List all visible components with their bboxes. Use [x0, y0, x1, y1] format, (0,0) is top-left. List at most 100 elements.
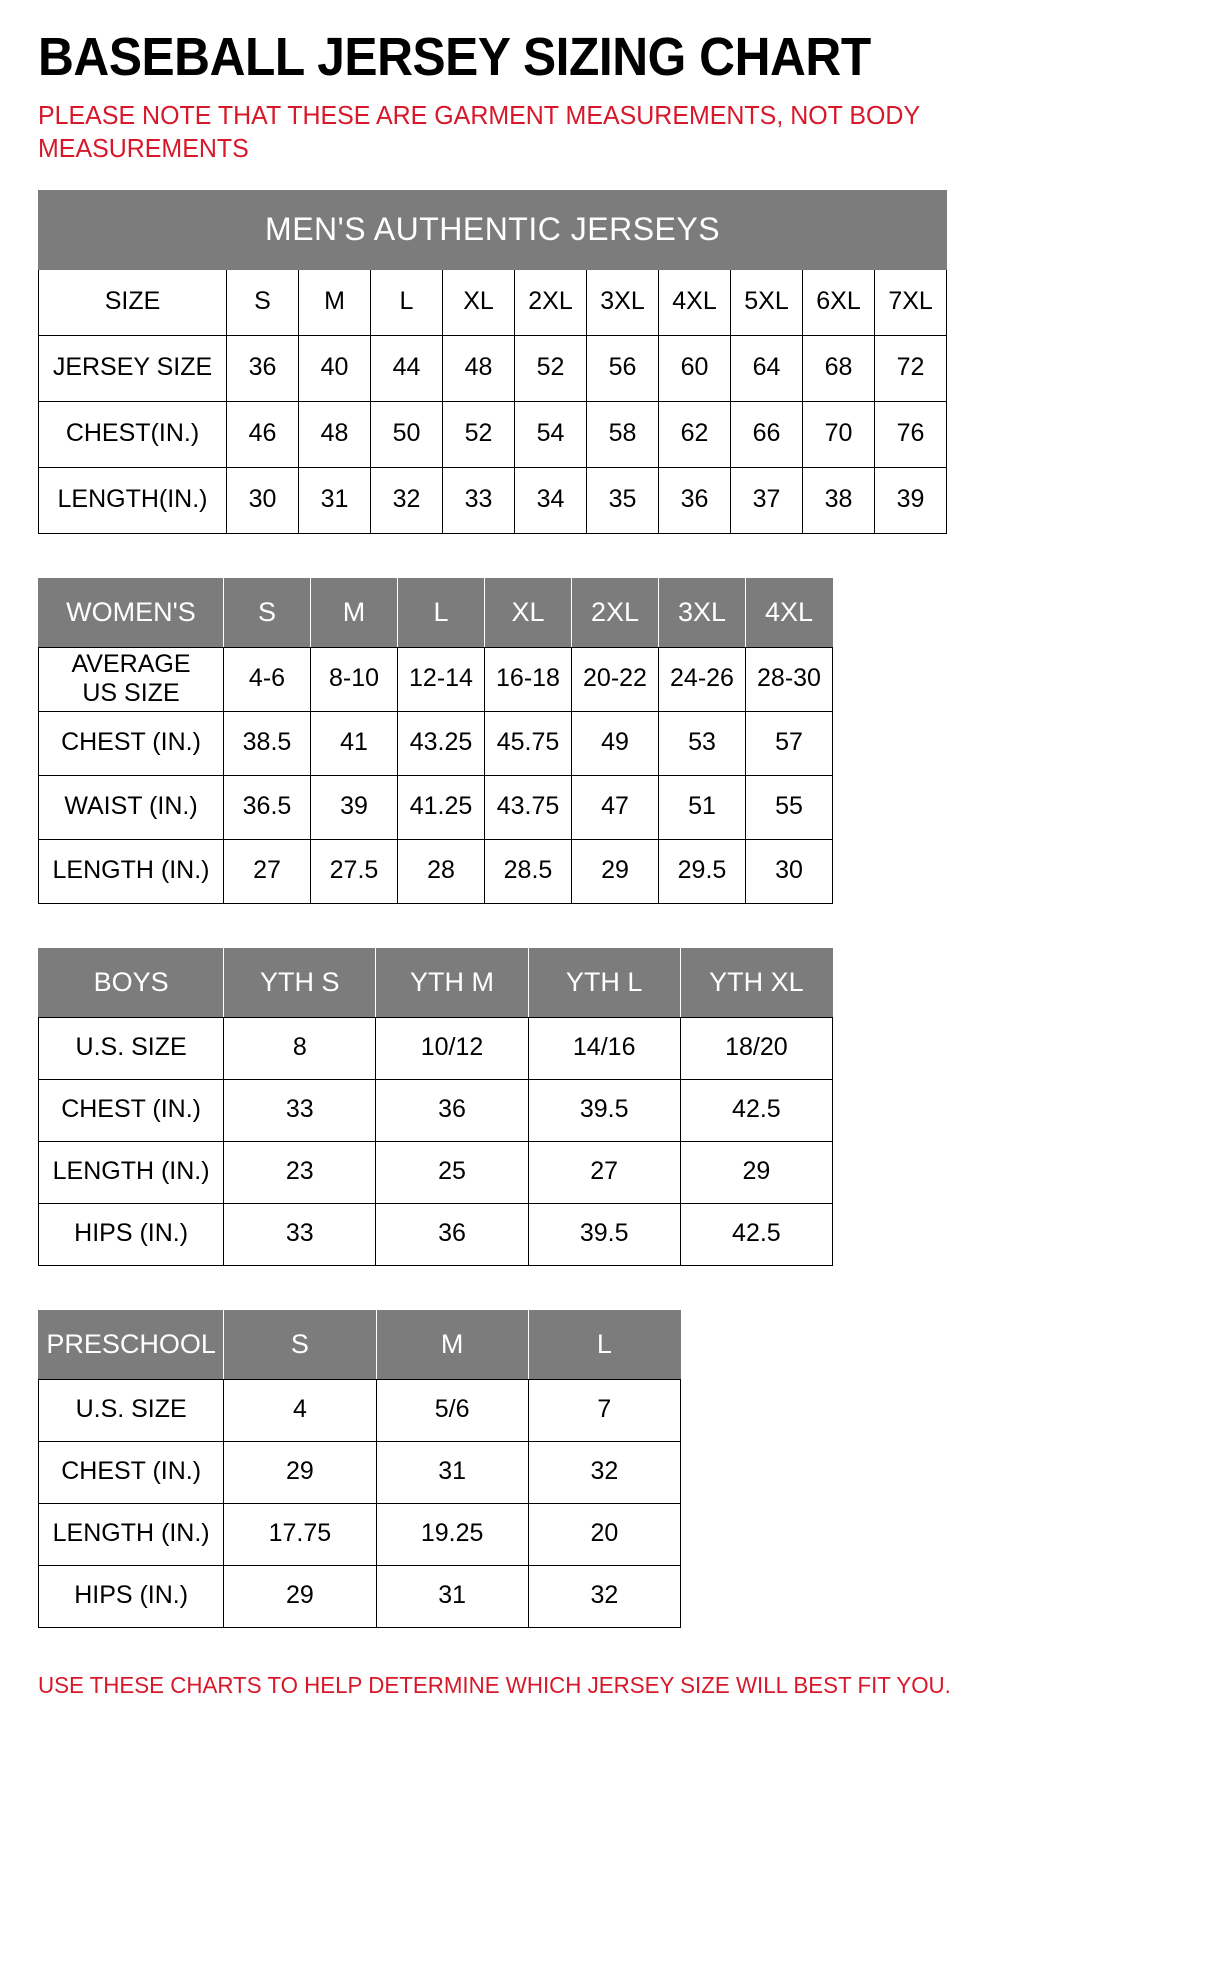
- boys-header-yth-s: YTH S: [223, 947, 377, 1018]
- preschool-header-row: PRESCHOOL S M L: [37, 1309, 682, 1380]
- table-row: LENGTH (IN.) 17.75 19.25 20: [37, 1502, 682, 1566]
- cell: 23: [223, 1140, 377, 1204]
- table-row: LENGTH(IN.) 30 31 32 33 34 35 36 37 38 3…: [38, 466, 948, 534]
- table-row: U.S. SIZE 8 10/12 14/16 18/20: [37, 1016, 834, 1080]
- cell: 43.25: [397, 710, 485, 776]
- cell: 39.5: [527, 1078, 681, 1142]
- womens-row-label-chest: CHEST (IN.): [38, 710, 224, 776]
- preschool-row-label-hips: HIPS (IN.): [37, 1564, 225, 1628]
- cell: 76: [873, 400, 948, 468]
- mens-header-4xl: 4XL: [658, 268, 731, 336]
- cell: 46: [226, 400, 299, 468]
- womens-header-title: WOMEN'S: [38, 577, 224, 648]
- table-row: LENGTH (IN.) 23 25 27 29: [37, 1140, 834, 1204]
- cell: 36.5: [223, 774, 311, 840]
- boys-header-yth-xl: YTH XL: [679, 947, 834, 1018]
- cell: 17.75: [223, 1502, 377, 1566]
- cell: 31: [375, 1440, 529, 1504]
- womens-header-2xl: 2XL: [571, 577, 659, 648]
- mens-header-3xl: 3XL: [586, 268, 659, 336]
- cell: 16-18: [484, 646, 572, 712]
- mens-header-6xl: 6XL: [802, 268, 875, 336]
- mens-table-banner-row: MEN'S AUTHENTIC JERSEYS: [37, 189, 948, 270]
- womens-header-4xl: 4XL: [745, 577, 833, 648]
- cell: 29: [223, 1564, 377, 1628]
- boys-row-label-hips: HIPS (IN.): [37, 1202, 225, 1266]
- cell: 36: [375, 1078, 529, 1142]
- womens-header-3xl: 3XL: [658, 577, 746, 648]
- boys-header-title: BOYS: [37, 947, 225, 1018]
- womens-header-s: S: [223, 577, 311, 648]
- cell: 33: [223, 1078, 377, 1142]
- cell: 57: [745, 710, 833, 776]
- preschool-row-label-length: LENGTH (IN.): [37, 1502, 225, 1566]
- cell: 58: [586, 400, 659, 468]
- cell: 66: [730, 400, 803, 468]
- cell: 10/12: [375, 1016, 529, 1080]
- mens-table-banner: MEN'S AUTHENTIC JERSEYS: [37, 189, 948, 270]
- boys-header-yth-l: YTH L: [527, 947, 681, 1018]
- footer-note: USE THESE CHARTS TO HELP DETERMINE WHICH…: [38, 1671, 951, 1698]
- cell: 52: [442, 400, 515, 468]
- cell: 31: [298, 466, 371, 534]
- cell: 45.75: [484, 710, 572, 776]
- table-row: CHEST (IN.) 33 36 39.5 42.5: [37, 1078, 834, 1142]
- cell: 54: [514, 400, 587, 468]
- table-row: HIPS (IN.) 29 31 32: [37, 1564, 682, 1628]
- mens-header-7xl: 7XL: [873, 268, 948, 336]
- cell: 38: [802, 466, 875, 534]
- preschool-header-s: S: [223, 1309, 377, 1380]
- cell: 48: [298, 400, 371, 468]
- cell: 68: [802, 334, 875, 402]
- cell: 70: [802, 400, 875, 468]
- preschool-row-label-chest: CHEST (IN.): [37, 1440, 225, 1504]
- womens-row-label-average-us-size: AVERAGE US SIZE: [38, 646, 224, 712]
- cell: 32: [527, 1564, 682, 1628]
- cell: 36: [658, 466, 731, 534]
- cell: 7: [527, 1378, 682, 1442]
- table-row: AVERAGE US SIZE 4-6 8-10 12-14 16-18 20-…: [38, 646, 833, 712]
- table-row: CHEST (IN.) 29 31 32: [37, 1440, 682, 1504]
- cell: 40: [298, 334, 371, 402]
- cell: 28: [397, 838, 485, 904]
- cell: 39: [873, 466, 948, 534]
- mens-header-row: SIZE S M L XL 2XL 3XL 4XL 5XL 6XL 7XL: [38, 268, 948, 336]
- cell: 34: [514, 466, 587, 534]
- cell: 52: [514, 334, 587, 402]
- cell: 64: [730, 334, 803, 402]
- cell: 12-14: [397, 646, 485, 712]
- preschool-row-label-us-size: U.S. SIZE: [37, 1378, 225, 1442]
- cell: 62: [658, 400, 731, 468]
- table-row: HIPS (IN.) 33 36 39.5 42.5: [37, 1202, 834, 1266]
- boys-row-label-chest: CHEST (IN.): [37, 1078, 225, 1142]
- mens-sizing-table: MEN'S AUTHENTIC JERSEYS SIZE S M L XL 2X…: [37, 189, 948, 534]
- preschool-header-title: PRESCHOOL: [37, 1309, 225, 1380]
- cell: 51: [658, 774, 746, 840]
- cell: 20: [527, 1502, 682, 1566]
- table-row: CHEST (IN.) 38.5 41 43.25 45.75 49 53 57: [38, 710, 833, 776]
- cell: 20-22: [571, 646, 659, 712]
- cell: 56: [586, 334, 659, 402]
- cell: 60: [658, 334, 731, 402]
- cell: 32: [370, 466, 443, 534]
- womens-sizing-table: WOMEN'S S M L XL 2XL 3XL 4XL AVERAGE US …: [38, 577, 833, 904]
- mens-header-5xl: 5XL: [730, 268, 803, 336]
- cell: 53: [658, 710, 746, 776]
- cell: 29: [571, 838, 659, 904]
- cell: 8: [223, 1016, 377, 1080]
- cell: 43.75: [484, 774, 572, 840]
- mens-row-label-chest: CHEST(IN.): [38, 400, 227, 468]
- cell: 18/20: [679, 1016, 834, 1080]
- table-row: U.S. SIZE 4 5/6 7: [37, 1378, 682, 1442]
- cell: 4-6: [223, 646, 311, 712]
- cell: 42.5: [679, 1202, 834, 1266]
- cell: 41.25: [397, 774, 485, 840]
- cell: 55: [745, 774, 833, 840]
- preschool-header-m: M: [375, 1309, 529, 1380]
- cell: 38.5: [223, 710, 311, 776]
- cell: 44: [370, 334, 443, 402]
- womens-row-label-line1: AVERAGE: [71, 649, 191, 678]
- preschool-sizing-table: PRESCHOOL S M L U.S. SIZE 4 5/6 7 CHEST …: [37, 1309, 682, 1628]
- cell: 27: [527, 1140, 681, 1204]
- womens-row-label-waist: WAIST (IN.): [38, 774, 224, 840]
